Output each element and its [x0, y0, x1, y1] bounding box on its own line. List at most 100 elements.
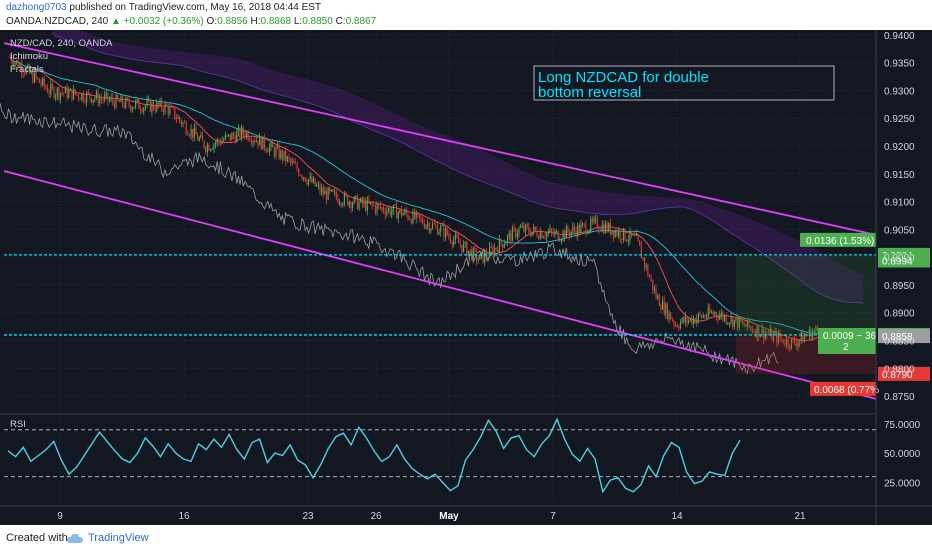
- legend-entry: Fractals: [10, 64, 44, 75]
- time-axis[interactable]: 9 16 23 26 May 7 14 21: [0, 505, 932, 522]
- candle-body: [808, 329, 810, 336]
- candle-body: [689, 318, 691, 321]
- candle-body: [730, 316, 732, 323]
- candle-body: [728, 322, 731, 324]
- candle-body: [619, 230, 621, 239]
- annotation-line-2: bottom reversal: [538, 84, 641, 101]
- candle-body: [143, 107, 145, 112]
- candle-body: [94, 98, 96, 100]
- candle-body: [502, 243, 504, 248]
- price-label: 0.8994: [882, 256, 913, 267]
- candle-body: [110, 97, 112, 100]
- candle-body: [746, 319, 748, 327]
- candle-body: [324, 190, 326, 195]
- candle-body: [378, 204, 380, 206]
- candle-body: [725, 315, 727, 324]
- time-tick-label: 26: [370, 511, 382, 522]
- candle-body: [185, 122, 187, 134]
- candle-body: [221, 140, 223, 145]
- candle-body: [197, 135, 199, 141]
- candle-body: [467, 250, 469, 256]
- candle-body: [544, 237, 546, 238]
- price-label: 0.8790: [882, 370, 913, 381]
- candle-body: [182, 122, 184, 125]
- candle-body: [286, 156, 288, 162]
- candle-body: [557, 230, 559, 241]
- candle-body: [37, 77, 39, 79]
- candle-body: [626, 239, 628, 242]
- candle-body: [506, 235, 509, 243]
- candle-body: [719, 315, 721, 320]
- candle-body: [792, 338, 794, 340]
- candle-body: [622, 228, 624, 240]
- candle-body: [162, 108, 164, 113]
- candle-body: [58, 88, 60, 99]
- candle-body: [477, 259, 479, 261]
- candle-body: [219, 141, 222, 145]
- candle-body: [291, 161, 293, 163]
- candle-body: [490, 246, 492, 248]
- candle-body: [360, 198, 362, 203]
- candle-body: [157, 102, 160, 106]
- price-tick-label: 0.8900: [884, 309, 915, 320]
- candle-body: [717, 316, 719, 320]
- candle-body: [443, 225, 445, 238]
- candle-body: [139, 108, 142, 111]
- candle-body: [76, 94, 78, 95]
- candle-body: [547, 232, 549, 234]
- chart-area[interactable]: 0.0136 (1.53%) 0.0009 ~ 362 0.0068 (0.77% L…: [0, 30, 932, 525]
- candle-body: [701, 314, 703, 318]
- candle-body: [453, 239, 455, 245]
- channel-upper-line[interactable]: [3, 42, 877, 236]
- price-axis[interactable]: 0.9400 0.9350 0.9300 0.9250 0.9200 0.9150 0.91…: [875, 30, 915, 525]
- candle-body: [303, 177, 305, 179]
- candle-body: [644, 257, 646, 267]
- time-tick-label: 9: [57, 511, 63, 522]
- candle-body: [146, 100, 148, 106]
- candle-body: [807, 335, 809, 336]
- candle-body: [748, 319, 750, 327]
- candle-body: [161, 100, 163, 109]
- candle-body: [138, 99, 140, 109]
- candle-body: [394, 204, 396, 206]
- low-value: 0.8850: [302, 16, 333, 27]
- candle-body: [632, 234, 634, 236]
- candle-body: [366, 199, 368, 211]
- target-label: 0.0136 (1.53%): [806, 236, 874, 247]
- candle-body: [782, 338, 784, 344]
- candle-body: [586, 233, 589, 234]
- candle-body: [321, 188, 323, 193]
- candle-body: [316, 185, 318, 187]
- candle-body: [352, 203, 354, 208]
- candle-body: [431, 223, 434, 229]
- time-tick-label: May: [439, 511, 459, 522]
- candle-body: [174, 108, 176, 119]
- tradingview-link[interactable]: TradingView: [88, 532, 149, 544]
- candle-body: [55, 95, 57, 98]
- candle-body: [560, 239, 562, 241]
- candle-body: [268, 146, 270, 153]
- candle-body: [198, 137, 200, 141]
- candle-body: [441, 225, 443, 227]
- candle-body: [521, 226, 523, 228]
- trend-channel[interactable]: [3, 42, 877, 400]
- candle-body: [48, 92, 50, 94]
- candle-body: [15, 60, 18, 63]
- time-tick-label: 21: [794, 511, 806, 522]
- candle-body: [686, 316, 688, 323]
- candle-body: [301, 175, 303, 179]
- candle-body: [348, 202, 350, 206]
- candle-body: [379, 205, 381, 209]
- cloud-fill: [52, 30, 864, 304]
- channel-lower-line[interactable]: [3, 170, 877, 400]
- candle-body: [64, 87, 67, 93]
- candle-body: [484, 252, 486, 263]
- price-tick-label: 0.9350: [884, 59, 915, 70]
- candle-body: [554, 231, 556, 235]
- candle-body: [188, 135, 191, 136]
- candle-body: [232, 133, 235, 137]
- author-link[interactable]: dazhong0703: [6, 2, 67, 13]
- candle-body: [278, 146, 280, 159]
- candle-body: [706, 316, 708, 318]
- candle-body: [29, 65, 31, 74]
